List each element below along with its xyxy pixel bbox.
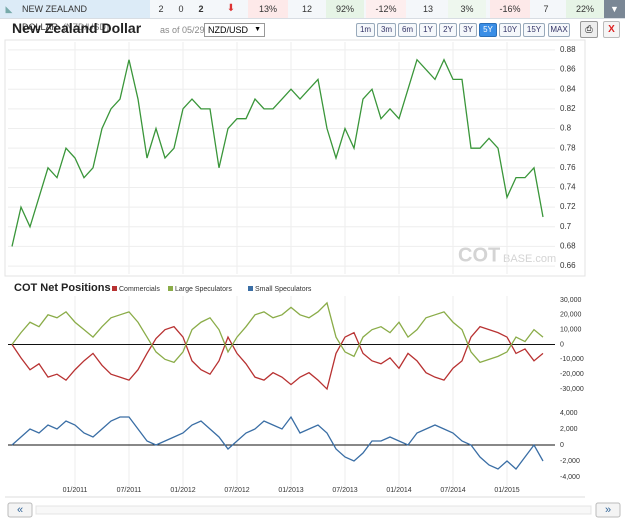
close-button[interactable]: X: [603, 21, 620, 38]
ticker-symbol: (NZD/USD): [63, 22, 110, 32]
down-arrow-icon: ⬇: [226, 3, 236, 14]
x-tick-label: 07/2014: [440, 487, 465, 494]
y-tick-label: 0.86: [560, 65, 576, 74]
cot-title: COT Net Positions: [14, 282, 111, 294]
ticker-cell: 2: [158, 4, 164, 14]
y2-tick-label: -4,000: [560, 474, 580, 481]
scroll-track[interactable]: [35, 505, 592, 515]
watermark: BASE.com: [503, 253, 556, 265]
ticker-bar: NEW ZEALAND DOLLAR (NZD/USD) ◣ ⬇ ▼ 2 0 2 13…: [0, 0, 625, 32]
ticker-cell: 13%: [248, 0, 288, 18]
legend-label: Small Speculators: [255, 286, 312, 293]
y-tick-label: 10,000: [560, 327, 582, 334]
x-tick-label: 01/2013: [278, 487, 303, 494]
range-button[interactable]: 5Y: [479, 23, 497, 37]
ticker-cell: 2: [198, 4, 204, 14]
y2-tick-label: -2,000: [560, 458, 580, 465]
range-button[interactable]: 6m: [398, 23, 417, 37]
ticker-name: NEW ZEALAND DOLLAR (NZD/USD): [0, 0, 150, 32]
range-button[interactable]: 3Y: [459, 23, 477, 37]
x-tick-label: 07/2013: [332, 487, 357, 494]
y2-tick-label: 0: [560, 442, 564, 449]
range-button[interactable]: 3m: [377, 23, 396, 37]
x-tick-label: 01/2015: [494, 487, 519, 494]
ticker-cell: -12%: [366, 0, 406, 18]
y2-tick-label: 2,000: [560, 426, 578, 433]
selector-caret: ▼: [254, 26, 261, 33]
legend-swatch: [112, 286, 117, 291]
watermark: COT: [458, 244, 500, 266]
x-tick-label: 07/2012: [224, 487, 249, 494]
ticker-cell: 22%: [566, 0, 604, 18]
range-button[interactable]: 1Y: [419, 23, 437, 37]
y-tick-label: 0: [560, 341, 564, 348]
cot-line: [11, 325, 544, 391]
x-tick-label: 01/2011: [63, 487, 88, 494]
ticker-icon: ◣: [5, 4, 13, 14]
y-tick-label: 0.72: [560, 202, 576, 211]
range-button[interactable]: 1m: [356, 23, 375, 37]
cot-line: [11, 301, 544, 364]
cot-line: [11, 415, 544, 470]
range-button[interactable]: 2Y: [439, 23, 457, 37]
scroll-left-icon: «: [17, 504, 23, 516]
y-tick-label: 0.74: [560, 183, 576, 192]
as-of-date: as of 05/29/2015: [160, 25, 228, 35]
y-tick-label: 0.82: [560, 104, 576, 113]
ticker-cell: 92%: [326, 0, 364, 18]
x-tick-label: 07/2011: [117, 487, 142, 494]
print-button[interactable]: ⎙: [580, 21, 598, 38]
scroll-right-icon: »: [605, 504, 611, 516]
ticker-cell: -16%: [490, 0, 530, 18]
page-title: New Zealand Dollar: [12, 20, 142, 36]
symbol-selector-text: NZD/USD: [208, 25, 248, 35]
price-line: [11, 58, 544, 247]
legend-label: Commercials: [119, 286, 160, 293]
x-tick-label: 01/2012: [170, 487, 195, 494]
y-tick-label: -10,000: [560, 356, 584, 363]
scroll-right[interactable]: [595, 502, 621, 518]
range-button[interactable]: 10Y: [499, 23, 521, 37]
y-tick-label: 0.7: [560, 222, 572, 231]
y-tick-label: 0.88: [560, 45, 576, 54]
scroll-left[interactable]: [7, 502, 33, 518]
ticker-cell: 3%: [448, 0, 486, 18]
ticker-cell: 13: [422, 4, 433, 14]
range-button[interactable]: MAX: [548, 23, 570, 37]
y-tick-label: 0.84: [560, 84, 576, 93]
ticker-name-text: NEW ZEALAND DOLLAR: [22, 4, 88, 32]
ticker-cell: 7: [543, 4, 549, 14]
ticker-cell: 0: [178, 4, 184, 14]
symbol-selector[interactable]: NZD/USD ▼: [204, 23, 265, 37]
y-tick-label: 0.78: [560, 143, 576, 152]
price-panel: [4, 39, 586, 277]
y-tick-label: -30,000: [560, 386, 584, 393]
legend-swatch: [248, 286, 253, 291]
y-tick-label: 20,000: [560, 312, 582, 319]
x-tick-label: 01/2014: [386, 487, 411, 494]
legend-swatch: [168, 286, 173, 291]
y-tick-label: 0.68: [560, 242, 576, 251]
y2-tick-label: 4,000: [560, 410, 578, 417]
y-tick-label: 0.8: [560, 124, 572, 133]
y-tick-label: 0.76: [560, 163, 576, 172]
ticker-dropdown[interactable]: ▼: [604, 0, 625, 18]
y-tick-label: 0.66: [560, 261, 576, 270]
legend-label: Large Speculators: [175, 286, 232, 293]
ticker-cell: 12: [301, 4, 312, 14]
range-button[interactable]: 15Y: [523, 23, 545, 37]
y-tick-label: 30,000: [560, 297, 582, 304]
y-tick-label: -20,000: [560, 371, 584, 378]
